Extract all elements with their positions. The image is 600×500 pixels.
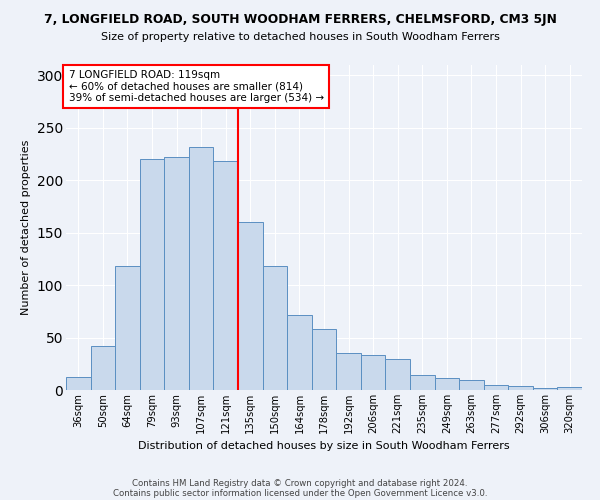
Text: 7, LONGFIELD ROAD, SOUTH WOODHAM FERRERS, CHELMSFORD, CM3 5JN: 7, LONGFIELD ROAD, SOUTH WOODHAM FERRERS…	[44, 12, 556, 26]
Bar	[238, 222, 263, 390]
Bar	[459, 380, 484, 390]
Bar	[91, 346, 115, 390]
Bar	[66, 378, 91, 390]
Bar	[115, 266, 140, 390]
Bar	[557, 387, 582, 390]
Bar	[385, 358, 410, 390]
X-axis label: Distribution of detached houses by size in South Woodham Ferrers: Distribution of detached houses by size …	[138, 442, 510, 452]
Text: Contains HM Land Registry data © Crown copyright and database right 2024.: Contains HM Land Registry data © Crown c…	[132, 478, 468, 488]
Bar	[140, 160, 164, 390]
Bar	[312, 329, 336, 390]
Bar	[164, 158, 189, 390]
Bar	[361, 356, 385, 390]
Bar	[214, 162, 238, 390]
Bar	[508, 386, 533, 390]
Bar	[263, 266, 287, 390]
Bar	[434, 378, 459, 390]
Text: Contains public sector information licensed under the Open Government Licence v3: Contains public sector information licen…	[113, 488, 487, 498]
Bar	[533, 388, 557, 390]
Bar	[287, 314, 312, 390]
Text: Size of property relative to detached houses in South Woodham Ferrers: Size of property relative to detached ho…	[101, 32, 499, 42]
Bar	[189, 147, 214, 390]
Bar	[336, 354, 361, 390]
Y-axis label: Number of detached properties: Number of detached properties	[21, 140, 31, 315]
Bar	[484, 385, 508, 390]
Bar	[410, 376, 434, 390]
Text: 7 LONGFIELD ROAD: 119sqm
← 60% of detached houses are smaller (814)
39% of semi-: 7 LONGFIELD ROAD: 119sqm ← 60% of detach…	[68, 70, 324, 103]
